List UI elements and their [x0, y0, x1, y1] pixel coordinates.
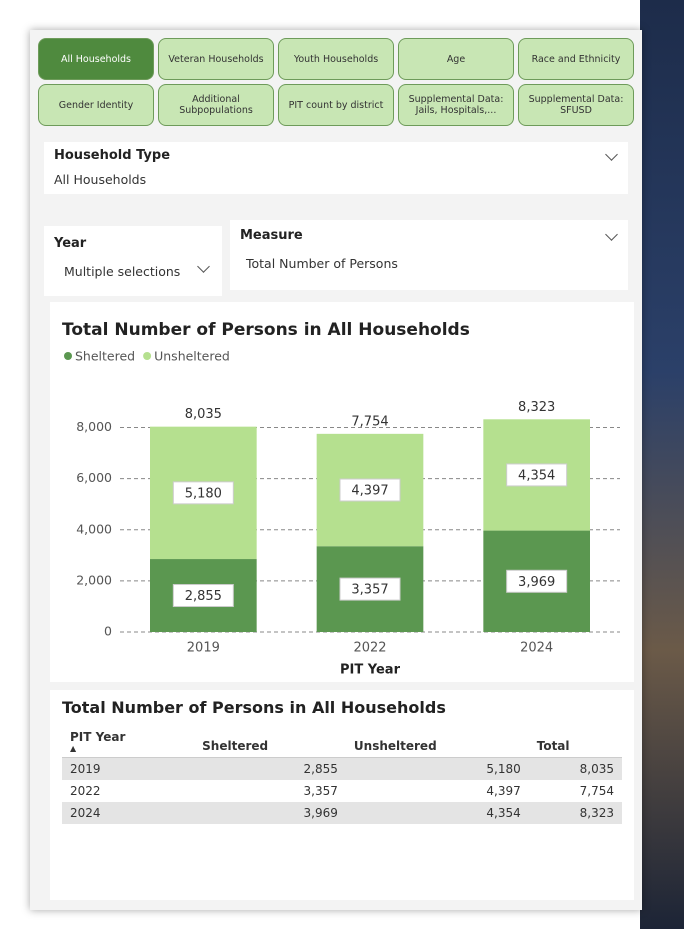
data-label: 4,354: [518, 468, 555, 483]
dropdown-icon: [197, 260, 210, 273]
screen: All HouseholdsVeteran HouseholdsYouth Ho…: [0, 0, 684, 929]
tab-button[interactable]: Age: [398, 38, 514, 80]
table-cell: 2022: [62, 780, 194, 802]
slicer-label: Year: [54, 236, 86, 251]
tab-button[interactable]: Additional Subpopulations: [158, 84, 274, 126]
table-cell: 8,323: [529, 802, 622, 824]
table-cell: 3,357: [194, 780, 346, 802]
data-label: 3,357: [351, 583, 388, 598]
total-label: 8,035: [185, 407, 222, 422]
legend-label: Sheltered: [75, 349, 135, 364]
column-header: Unsheltered: [346, 726, 529, 758]
x-tick-label: 2019: [187, 641, 220, 656]
dropdown-icon: [605, 148, 618, 161]
tab-button[interactable]: PIT count by district: [278, 84, 394, 126]
tab-button[interactable]: Supplemental Data: SFUSD: [518, 84, 634, 126]
year-slicer[interactable]: Year Multiple selections: [44, 226, 222, 296]
legend-marker: [64, 352, 72, 360]
x-tick-label: 2022: [353, 641, 386, 656]
table-cell: 7,754: [529, 780, 622, 802]
tab-button[interactable]: Race and Ethnicity: [518, 38, 634, 80]
total-label: 7,754: [351, 414, 388, 429]
data-label: 3,969: [518, 575, 555, 590]
y-tick-label: 8,000: [76, 419, 112, 434]
chart: Total Number of Persons in All Household…: [50, 302, 634, 682]
measure-slicer[interactable]: Measure Total Number of Persons: [230, 220, 628, 290]
data-label: 5,180: [185, 486, 222, 501]
y-tick-label: 2,000: [76, 572, 112, 587]
tab-button[interactable]: Supplemental Data: Jails, Hospitals,...: [398, 84, 514, 126]
chart-panel: Total Number of Persons in All Household…: [50, 302, 634, 682]
table-cell: 8,035: [529, 758, 622, 781]
tab-button[interactable]: Veteran Households: [158, 38, 274, 80]
tab-button[interactable]: All Households: [38, 38, 154, 80]
y-tick-label: 6,000: [76, 470, 112, 485]
legend-marker: [143, 352, 151, 360]
chart-title: Total Number of Persons in All Household…: [62, 320, 470, 340]
column-header: Sheltered: [194, 726, 346, 758]
column-header: PIT Year▲: [62, 726, 194, 758]
sort-icon: ▲: [70, 744, 186, 753]
table-cell: 2,855: [194, 758, 346, 781]
table-cell: 3,969: [194, 802, 346, 824]
tab-button[interactable]: Gender Identity: [38, 84, 154, 126]
table-panel: Total Number of Persons in All Household…: [50, 690, 634, 900]
table-cell: 4,397: [346, 780, 529, 802]
slicer-value: Multiple selections: [64, 264, 180, 279]
x-axis-label: PIT Year: [340, 663, 401, 678]
background: [640, 0, 684, 929]
y-tick-label: 0: [104, 624, 112, 639]
tab-button[interactable]: Youth Households: [278, 38, 394, 80]
data-label: 2,855: [185, 589, 222, 604]
column-header: Total: [529, 726, 622, 758]
slicer-value: Total Number of Persons: [246, 256, 398, 271]
total-label: 8,323: [518, 400, 555, 415]
table-title: Total Number of Persons in All Household…: [62, 698, 446, 717]
household-type-slicer[interactable]: Household Type All Households: [44, 142, 628, 194]
table-cell: 5,180: [346, 758, 529, 781]
x-tick-label: 2024: [520, 641, 553, 656]
data-label: 4,397: [351, 484, 388, 499]
slicer-label: Household Type: [54, 148, 170, 163]
table-cell: 2019: [62, 758, 194, 781]
table-cell: 4,354: [346, 802, 529, 824]
table-cell: 2024: [62, 802, 194, 824]
dropdown-icon: [605, 228, 618, 241]
y-tick-label: 4,000: [76, 521, 112, 536]
slicer-value: All Households: [54, 172, 146, 187]
slicer-label: Measure: [240, 228, 303, 243]
legend-label: Unsheltered: [154, 349, 230, 364]
